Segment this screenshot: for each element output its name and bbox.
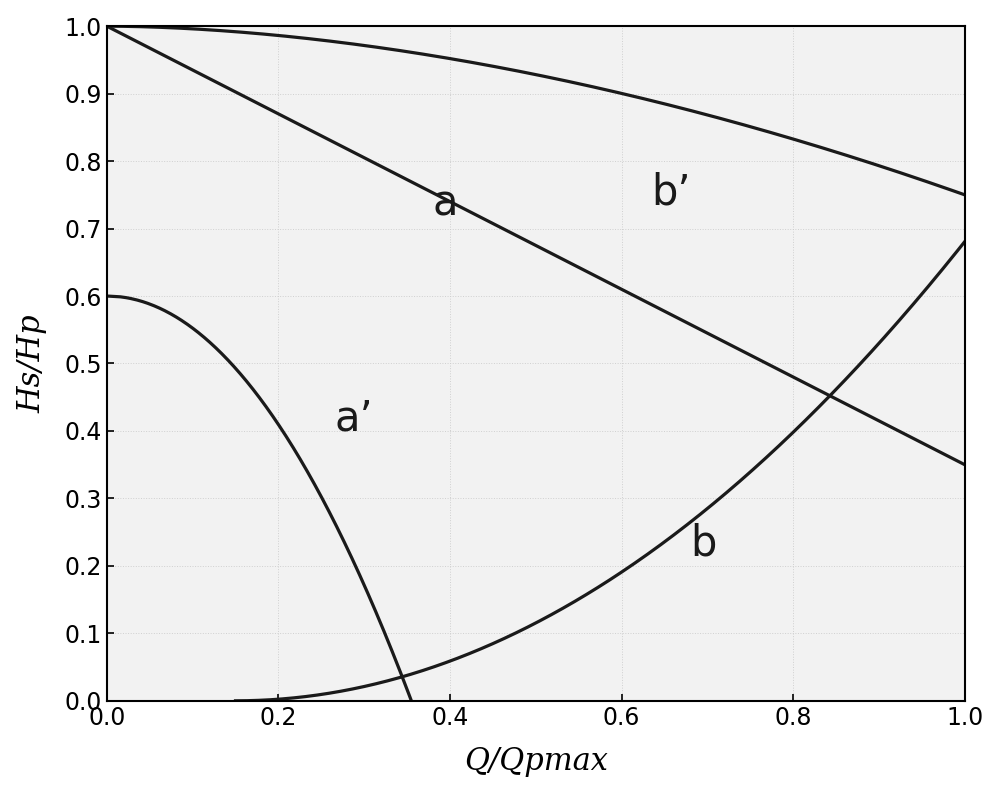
Text: b: b xyxy=(690,522,717,565)
Text: a: a xyxy=(433,182,458,224)
X-axis label: Q/Qpmax: Q/Qpmax xyxy=(464,746,608,777)
Text: b’: b’ xyxy=(652,172,691,214)
Y-axis label: Hs/Hp: Hs/Hp xyxy=(17,314,48,413)
Text: a’: a’ xyxy=(334,398,373,440)
